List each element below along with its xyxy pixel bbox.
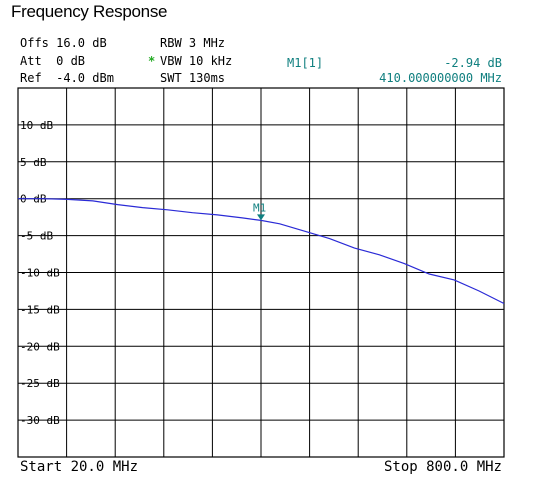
rbw-setting: RBW 3 MHz (160, 36, 226, 50)
start-frequency: Start 20.0 MHz (20, 459, 139, 475)
y-tick-label: -10 dB (20, 267, 60, 280)
marker-readout-level: -2.94 dB (444, 56, 502, 70)
chart-title: Frequency Response (11, 2, 168, 21)
y-tick-label: -25 dB (20, 377, 60, 390)
vbw-modified-star: * (148, 54, 156, 68)
stop-frequency: Stop 800.0 MHz (383, 459, 502, 475)
marker-label: M1 (253, 201, 266, 214)
marker-triangle (257, 214, 265, 221)
attenuation-setting: Att 0 dB (20, 54, 86, 68)
y-tick-label: 10 dB (20, 119, 53, 132)
y-tick-label: 5 dB (20, 156, 47, 169)
sweep-time-setting: SWT 130ms (160, 71, 226, 85)
offset-setting: Offs 16.0 dB (20, 36, 107, 50)
plot-frame (17, 87, 505, 458)
y-tick-label: -15 dB (20, 303, 60, 316)
reference-level-setting: Ref -4.0 dBm (20, 71, 114, 85)
vbw-setting: VBW 10 kHz (160, 54, 233, 68)
trace-line (18, 198, 505, 305)
y-tick-label: -5 dB (20, 230, 53, 243)
marker-readout-name: M1[1] (287, 56, 324, 70)
y-tick-label: -30 dB (20, 414, 60, 427)
y-tick-label: -20 dB (20, 340, 60, 353)
marker-readout-frequency: 410.000000000 MHz (379, 71, 502, 85)
